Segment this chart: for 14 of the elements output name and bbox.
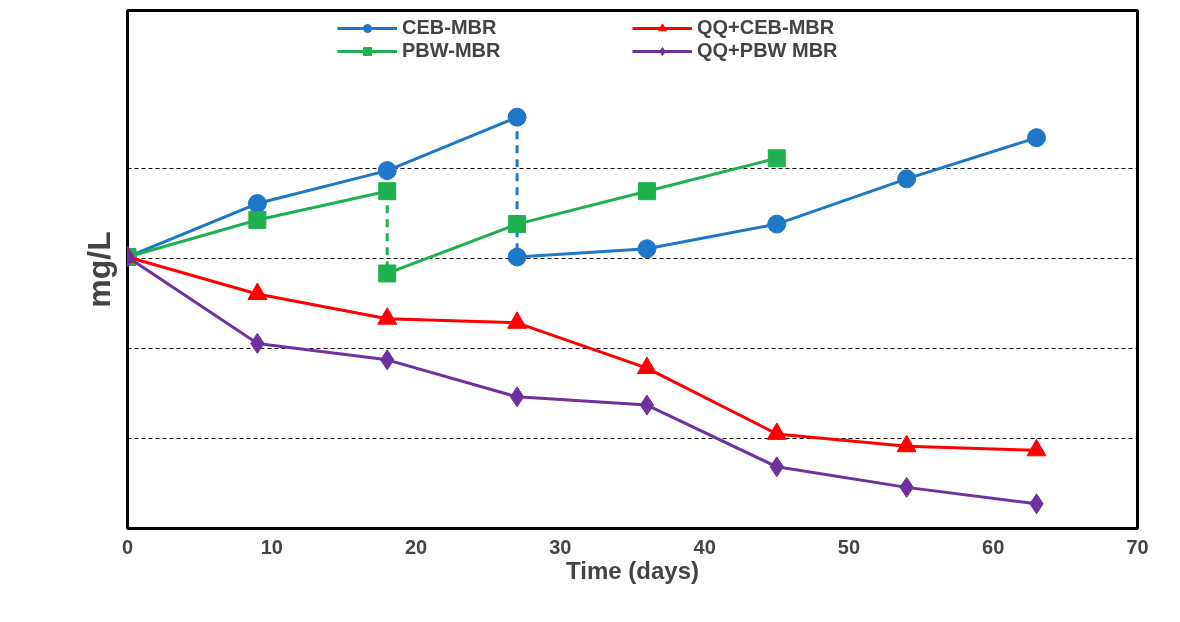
x-tick-label: 70 bbox=[1126, 535, 1149, 558]
legend-label: QQ+PBW MBR bbox=[697, 39, 839, 62]
x-tick-label: 10 bbox=[260, 535, 283, 558]
x-tick-label: 50 bbox=[837, 535, 861, 558]
x-tick-label: 30 bbox=[549, 535, 572, 558]
x-tick-label: 0 bbox=[121, 535, 134, 558]
legend-label: QQ+CEB-MBR bbox=[697, 16, 836, 39]
x-axis-title: Time (days) bbox=[566, 556, 699, 584]
x-tick-label: 40 bbox=[693, 535, 716, 558]
legend-label: CEB-MBR bbox=[402, 16, 498, 39]
x-tick-label: 20 bbox=[404, 535, 428, 558]
legend-label: PBW-MBR bbox=[402, 39, 502, 62]
y-axis-title: mg/L bbox=[80, 231, 117, 308]
x-tick-label: 60 bbox=[982, 535, 1005, 558]
